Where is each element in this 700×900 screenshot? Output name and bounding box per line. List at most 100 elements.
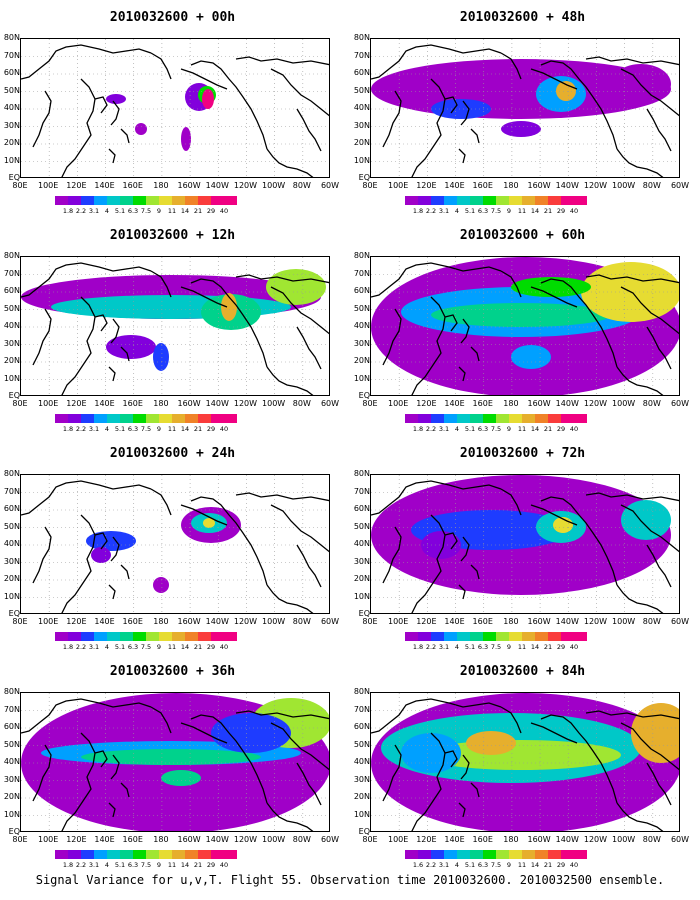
colorbar-swatch (68, 850, 81, 859)
colorbar-label: 7.5 (490, 861, 502, 869)
panel-title: 2010032600 + 72h (459, 446, 586, 461)
colorbar-label: 29 (206, 861, 216, 869)
coastline (190, 278, 268, 368)
latitude-label: 30N (3, 339, 20, 348)
map-panel: 2010032600 + 84h 80N 70N 60N 50N 40N 30N 20N 10N… (350, 654, 695, 874)
longitude-label: 160E (472, 399, 493, 408)
coastline (500, 488, 522, 516)
colorbar-label: 3.1 (438, 861, 450, 869)
colorbar-swatch (509, 414, 522, 423)
latitude-label: 40N (3, 322, 20, 330)
latitude-label: 70N (353, 269, 370, 278)
colorbar-label: 21 (193, 425, 203, 433)
colorbar-swatch (457, 414, 470, 423)
colorbar-label: 6.3 (477, 861, 489, 869)
longitude-label: 100E (38, 181, 59, 190)
colorbar-swatch (94, 632, 107, 641)
colorbar-label: 14 (180, 207, 190, 215)
longitude-label: 60W (670, 617, 690, 626)
longitude-label: 120W (233, 181, 258, 190)
variance-contour (203, 518, 215, 528)
colorbar-swatch (561, 414, 574, 423)
longitude-label: 180 (503, 835, 519, 844)
coastline (180, 68, 228, 90)
colorbar-swatch (470, 850, 483, 859)
colorbar-label: 21 (193, 861, 203, 869)
panel-title: 2010032600 + 24h (109, 446, 236, 461)
colorbar-swatch (198, 196, 211, 205)
coastline (616, 148, 664, 177)
longitude-label: 140E (94, 399, 115, 408)
variance-contour (202, 89, 214, 109)
longitude-label: 60W (670, 181, 690, 190)
longitude-label: 140E (444, 399, 465, 408)
latitude-label: 70N (3, 705, 20, 714)
longitude-label: 140W (205, 399, 229, 408)
variance-map (371, 693, 679, 831)
coastline (108, 148, 116, 164)
longitude-label: 100E (388, 181, 409, 190)
colorbar-label: 14 (530, 861, 540, 869)
variance-contour (431, 99, 491, 119)
longitude-label: 80W (642, 835, 661, 844)
latitude-label: 80N (3, 470, 20, 478)
colorbar-label: 2.2 (75, 861, 87, 869)
colorbar-swatch (405, 632, 418, 641)
longitude-label: 160E (122, 399, 143, 408)
coastline (110, 318, 120, 344)
longitude-label: 160E (122, 617, 143, 626)
longitude-label: 100W (262, 399, 286, 408)
map-frame (370, 692, 680, 832)
coastline (411, 732, 446, 831)
map-panel: 2010032600 + 24h 80N 70N 60N 50N 40N 30N 20N 10N… (0, 436, 345, 656)
colorbar-swatch (172, 414, 185, 423)
coastline (470, 564, 480, 580)
colorbar-swatch (509, 632, 522, 641)
coastline (94, 532, 108, 550)
coastline (110, 100, 120, 126)
latitude-label: 20N (3, 793, 20, 801)
longitude-label: 60W (320, 399, 340, 408)
panel-title: 2010032600 + 12h (109, 228, 236, 243)
longitude-label: 160E (122, 181, 143, 190)
latitude-label: 70N (353, 705, 370, 714)
coastline (585, 56, 679, 66)
colorbar-swatch (535, 850, 548, 859)
latitude-label: EQ (8, 610, 20, 618)
latitude-label: 20N (3, 575, 20, 583)
colorbar-swatch (81, 414, 94, 423)
coastline (190, 60, 268, 150)
longitude-label: 80W (292, 835, 311, 844)
colorbar-label: 11 (517, 425, 527, 433)
colorbar-swatch (185, 414, 198, 423)
latitude-label: 40N (353, 322, 370, 330)
colorbar-label: 9 (156, 861, 162, 869)
colorbar-label: 3.1 (88, 643, 100, 651)
colorbar (55, 414, 237, 423)
longitude-label: 80E (362, 399, 378, 408)
longitude-label: 140W (555, 617, 579, 626)
coastline (61, 78, 96, 177)
coastline (500, 270, 522, 298)
colorbar-swatch (133, 850, 146, 859)
longitude-label: 120W (233, 835, 258, 844)
latitude-label: 50N (353, 522, 370, 531)
latitude-label: 50N (3, 522, 20, 531)
coastline (411, 78, 446, 177)
colorbar-swatch (483, 196, 496, 205)
colorbar-swatch (81, 850, 94, 859)
variance-contour (401, 733, 461, 773)
longitude-label: 60W (320, 835, 340, 844)
colorbar-label: 7.5 (490, 425, 502, 433)
longitude-label: 180 (153, 617, 169, 626)
variance-map (371, 39, 679, 177)
coastline (110, 754, 120, 780)
coastline (32, 90, 52, 148)
longitude-label: 60W (320, 181, 340, 190)
coastline (458, 148, 466, 164)
latitude-label: 80N (3, 34, 20, 42)
variance-contour (106, 94, 126, 104)
longitude-label: 120E (416, 617, 437, 626)
colorbar-label: 5.1 (114, 643, 126, 651)
colorbar-swatch (146, 850, 159, 859)
